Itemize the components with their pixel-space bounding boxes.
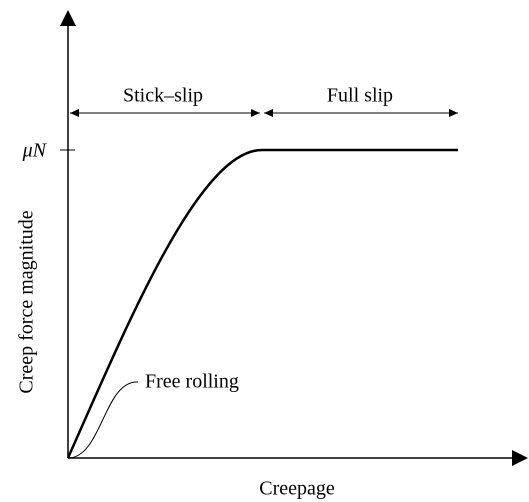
y-axis-label: Creep force magnitude	[16, 210, 38, 393]
region-label: Full slip	[327, 85, 393, 107]
region-label: Stick–slip	[123, 85, 203, 107]
creep-curve	[66, 148, 458, 459]
free-rolling-curve	[67, 381, 139, 459]
x-axis-label: Creepage	[259, 478, 335, 500]
annotation: Free rolling	[145, 371, 239, 393]
y-tick-label: μN	[22, 140, 48, 162]
